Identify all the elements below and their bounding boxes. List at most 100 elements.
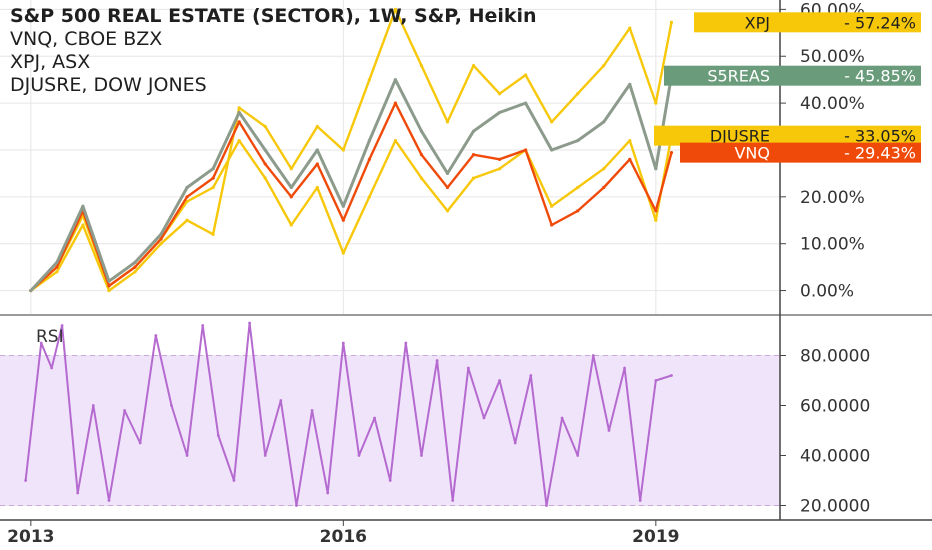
series-point-vnq: [263, 162, 267, 166]
legend-item-vnq[interactable]: VNQ, CBOE BZX: [10, 28, 162, 50]
rsi-point: [420, 454, 423, 457]
rsi-tick-label: 20.0000: [800, 497, 870, 517]
series-point-xpj: [133, 270, 137, 274]
rsi-point: [154, 334, 158, 337]
rsi-point: [232, 479, 236, 482]
rsi-point: [451, 499, 455, 502]
series-point-s5reas: [107, 279, 111, 283]
series-point-xpj: [628, 26, 632, 30]
legend-item-djusre[interactable]: DJUSRE, DOW JONES: [10, 74, 207, 96]
series-point-s5reas: [211, 167, 215, 171]
series-point-vnq: [133, 265, 137, 269]
rsi-point: [670, 374, 673, 377]
last-value-tag-label: S5REAS: [707, 67, 770, 86]
series-point-xpj: [419, 64, 424, 68]
rsi-point: [341, 341, 345, 345]
series-point-djusre: [471, 176, 476, 180]
series-point-vnq: [315, 162, 319, 166]
series-point-s5reas: [81, 204, 85, 208]
series-point-djusre: [550, 204, 554, 208]
series-point-s5reas: [445, 171, 450, 176]
rsi-tick-label: 40.0000: [800, 447, 870, 467]
series-point-xpj: [289, 167, 293, 171]
rsi-point: [295, 504, 298, 507]
series-point-xpj: [185, 218, 189, 222]
rsi-point: [310, 409, 314, 412]
series-point-djusre: [315, 185, 319, 190]
rsi-point: [373, 416, 376, 420]
series-point-xpj: [445, 120, 450, 124]
series-point-xpj: [341, 148, 345, 152]
last-value-tag-value: - 33.05%: [844, 127, 916, 146]
last-value-tag-djusre: [654, 125, 921, 146]
series-point-xpj: [602, 64, 606, 68]
legend[interactable]: S&P 500 REAL ESTATE (SECTOR), 1W, S&P, H…: [10, 5, 537, 96]
rsi-point: [263, 454, 267, 457]
series-point-djusre: [367, 195, 371, 199]
series-point-s5reas: [29, 288, 33, 293]
series-point-s5reas: [237, 110, 241, 115]
legend-item-xpj[interactable]: XPJ, ASX: [10, 51, 90, 73]
series-point-xpj: [263, 124, 267, 129]
series-point-xpj: [393, 7, 398, 11]
series-point-xpj: [576, 92, 580, 96]
rsi-point: [216, 434, 220, 437]
series-point-xpj: [55, 270, 59, 274]
series-point-s5reas: [315, 148, 319, 152]
main-series-group: [29, 7, 674, 293]
rsi-series-group: [24, 321, 673, 507]
series-point-s5reas: [576, 138, 580, 143]
series-point-xpj: [654, 101, 658, 105]
time-axis[interactable]: 2013 2016 2019: [7, 520, 679, 547]
series-point-vnq: [445, 185, 450, 190]
series-point-s5reas: [497, 110, 502, 115]
x-tick-label: 2013: [7, 527, 54, 547]
y-tick-label: 10.00%: [800, 235, 865, 255]
series-point-djusre: [602, 167, 606, 171]
rsi-point: [654, 379, 658, 382]
last-value-tag-value: - 57.24%: [844, 13, 916, 32]
series-point-vnq: [419, 153, 424, 157]
series-line-xpj: [30, 8, 673, 292]
series-point-vnq: [550, 223, 554, 227]
rsi-pane-label[interactable]: RSI: [36, 327, 64, 347]
series-point-djusre: [211, 185, 215, 190]
rsi-point: [248, 321, 251, 325]
series-point-s5reas: [628, 82, 632, 86]
series-point-xpj: [211, 232, 215, 236]
series-point-s5reas: [263, 148, 267, 152]
rsi-point: [560, 416, 564, 420]
series-point-vnq: [185, 195, 189, 199]
series-point-vnq: [524, 148, 528, 152]
last-value-tag-value: - 45.85%: [844, 67, 916, 86]
series-point-vnq: [341, 218, 345, 222]
rsi-point: [591, 354, 595, 357]
series-point-vnq: [576, 209, 580, 213]
rsi-point: [404, 341, 408, 345]
series-point-djusre: [576, 185, 580, 190]
rsi-point: [60, 324, 64, 327]
series-point-djusre: [654, 218, 658, 222]
series-point-djusre: [185, 199, 189, 204]
series-point-xpj: [471, 64, 476, 68]
series-point-vnq: [602, 185, 606, 190]
series-point-s5reas: [341, 204, 345, 208]
series-point-vnq: [211, 176, 215, 180]
rsi-point: [123, 409, 126, 412]
rsi-point: [576, 454, 580, 457]
series-point-vnq: [497, 157, 502, 161]
series-line-s5reas: [29, 75, 673, 292]
series-point-vnq: [471, 153, 476, 157]
rsi-point: [545, 504, 548, 507]
rsi-point: [482, 416, 486, 420]
series-point-xpj: [497, 92, 502, 96]
series-point-djusre: [341, 251, 345, 255]
series-point-xpj: [237, 106, 241, 110]
last-value-tag-s5reas: [664, 65, 921, 86]
rsi-price-axis[interactable]: 20.0000 40.0000 60.0000 80.0000: [780, 347, 870, 517]
series-point-s5reas: [133, 260, 137, 265]
rsi-point: [638, 499, 642, 502]
legend-title[interactable]: S&P 500 REAL ESTATE (SECTOR), 1W, S&P, H…: [10, 5, 537, 27]
